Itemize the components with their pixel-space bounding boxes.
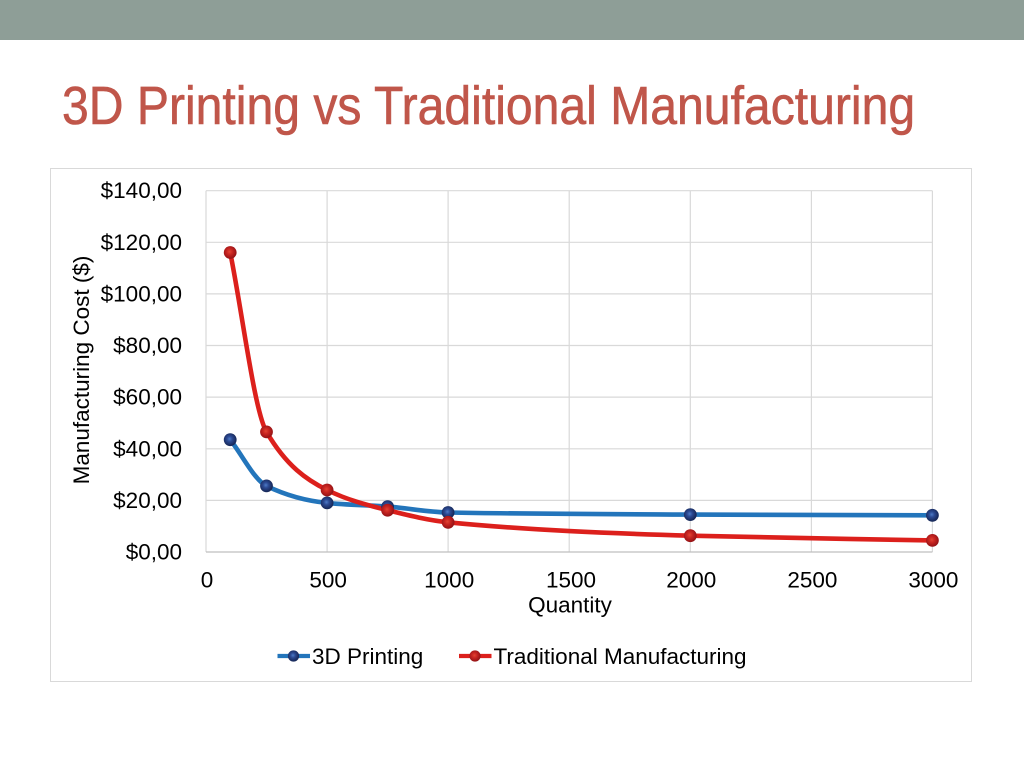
svg-text:$40,00: $40,00 (113, 436, 182, 461)
svg-text:3D Printing: 3D Printing (312, 644, 423, 669)
svg-text:$100,00: $100,00 (101, 281, 182, 306)
svg-text:Quantity: Quantity (528, 592, 613, 617)
svg-text:Traditional Manufacturing: Traditional Manufacturing (494, 644, 747, 669)
svg-text:1500: 1500 (546, 567, 596, 592)
svg-text:Manufacturing Cost ($): Manufacturing Cost ($) (69, 256, 94, 485)
svg-text:$80,00: $80,00 (113, 333, 182, 358)
svg-text:2000: 2000 (666, 567, 716, 592)
svg-text:3000: 3000 (908, 567, 958, 592)
svg-text:$140,00: $140,00 (101, 178, 182, 203)
svg-text:$120,00: $120,00 (101, 230, 182, 255)
svg-text:$20,00: $20,00 (113, 488, 182, 513)
svg-text:$60,00: $60,00 (113, 385, 182, 410)
svg-text:500: 500 (309, 567, 347, 592)
svg-text:2500: 2500 (787, 567, 837, 592)
svg-text:0: 0 (201, 567, 214, 592)
svg-text:$0,00: $0,00 (126, 540, 182, 565)
svg-text:1000: 1000 (424, 567, 474, 592)
